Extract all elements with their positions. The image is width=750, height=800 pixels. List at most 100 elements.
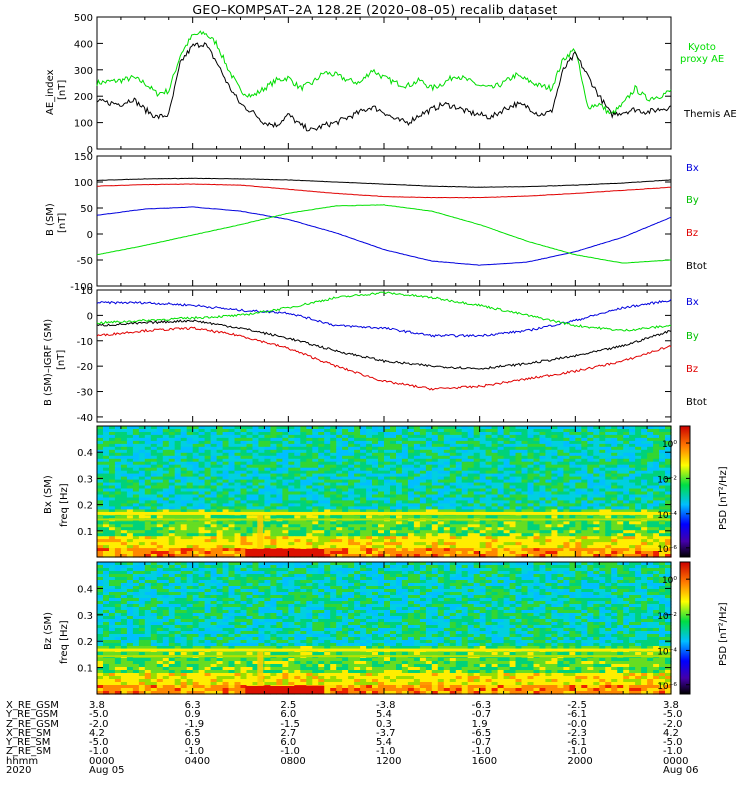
- spectro-cell: [515, 562, 523, 566]
- spectro-cell: [605, 432, 612, 436]
- spectro-cell: [623, 554, 630, 558]
- spectro-cell: [569, 497, 576, 502]
- spectro-cell: [647, 542, 654, 546]
- spectro-cell: [210, 551, 218, 555]
- spectro-cell: [276, 479, 283, 484]
- spectro-cell: [569, 494, 576, 499]
- spectro-cell: [611, 455, 618, 460]
- spectro-cell: [378, 554, 385, 558]
- spectro-cell: [665, 429, 672, 433]
- spectro-cell: [599, 571, 606, 575]
- spectro-cell: [653, 524, 660, 528]
- spectro-cell: [467, 530, 475, 534]
- spectro-cell: [384, 533, 391, 537]
- spectro-cell: [617, 455, 624, 460]
- spectro-cell: [467, 446, 475, 451]
- spectro-cell: [378, 452, 385, 457]
- spectro-cell: [132, 426, 140, 430]
- spectro-cell: [623, 473, 630, 478]
- spectro-cell: [318, 533, 325, 537]
- spectro-cell: [324, 506, 331, 510]
- spectro-cell: [659, 455, 666, 460]
- spectro-cell: [437, 494, 445, 499]
- spectro-cell: [617, 571, 624, 575]
- spectro-cell: [425, 479, 433, 484]
- spectro-cell: [491, 536, 499, 540]
- spectro-cell: [641, 509, 648, 513]
- spectro-cell: [156, 530, 164, 534]
- spectro-cell: [336, 536, 343, 540]
- spectro-cell: [366, 464, 373, 469]
- spectro-cell: [186, 470, 194, 475]
- spectro-cell: [491, 551, 499, 555]
- spectro-cell: [665, 455, 672, 460]
- spectro-cell: [396, 485, 403, 490]
- spectro-cell: [407, 426, 415, 430]
- spectro-cell: [306, 426, 313, 430]
- spectro-cell: [443, 455, 451, 460]
- spectro-cell: [306, 485, 313, 490]
- spectro-cell: [641, 443, 648, 448]
- spectro-cell: [348, 432, 355, 436]
- spectro-cell: [264, 497, 271, 502]
- spectro-cell: [473, 524, 481, 528]
- spectro-cell: [186, 506, 194, 510]
- spectro-cell: [443, 548, 451, 552]
- spectro-cell: [168, 452, 176, 457]
- spectro-cell: [186, 497, 194, 502]
- spectro-cell: [593, 467, 600, 472]
- spectro-cell: [246, 533, 254, 537]
- spectro-cell: [629, 521, 636, 525]
- spectro-cell: [114, 527, 122, 531]
- spectro-cell: [306, 482, 313, 487]
- spectro-cell: [174, 521, 182, 525]
- spectro-cell: [114, 455, 122, 460]
- spectro-cell: [485, 551, 493, 555]
- spectro-cell: [545, 533, 552, 537]
- spectro-cell: [407, 461, 415, 466]
- spectro-cell: [509, 473, 517, 478]
- spectro-cell: [318, 500, 325, 504]
- spectro-cell: [605, 554, 612, 558]
- spectro-cell: [503, 551, 511, 555]
- spectro-cell: [252, 464, 260, 469]
- spectro-cell: [234, 443, 242, 448]
- spectro-cell: [103, 437, 110, 442]
- spectro-cell: [324, 554, 331, 558]
- spectro-cell: [156, 506, 164, 510]
- spectro-cell: [204, 482, 212, 487]
- spectro-cell: [300, 488, 307, 493]
- spectro-cell: [354, 503, 361, 507]
- spectro-cell: [180, 449, 188, 454]
- spectro-cell: [473, 506, 481, 510]
- spectro-cell: [396, 443, 403, 448]
- spectro-cell: [216, 470, 224, 475]
- spectro-cell: [455, 568, 463, 572]
- spectro-cell: [354, 574, 361, 578]
- spectro-cell: [138, 551, 146, 555]
- spectro-cell: [569, 509, 576, 513]
- spectro-cell: [611, 565, 618, 569]
- spectro-cell: [569, 503, 576, 507]
- spectro-cell: [611, 539, 618, 543]
- spectro-cell: [653, 449, 660, 454]
- spectro-cell: [222, 470, 230, 475]
- spectro-cell: [276, 509, 283, 513]
- spectro-cell: [97, 533, 104, 537]
- spectro-cell: [485, 429, 493, 433]
- spectro-cell: [276, 527, 283, 531]
- spectro-cell: [103, 524, 110, 528]
- spectro-cell: [204, 562, 212, 566]
- spectro-cell: [407, 464, 415, 469]
- spectro-cell: [156, 455, 164, 460]
- spectro-cell: [515, 432, 523, 436]
- spectro-cell: [204, 497, 212, 502]
- spectro-cell: [509, 568, 517, 572]
- spectro-cell: [246, 452, 254, 457]
- spectro-cell: [324, 509, 331, 513]
- spectro-cell: [396, 434, 403, 439]
- spectro-cell: [318, 473, 325, 478]
- spectro-cell: [138, 461, 146, 466]
- spectro-cell: [192, 434, 200, 439]
- spectro-cell: [515, 429, 523, 433]
